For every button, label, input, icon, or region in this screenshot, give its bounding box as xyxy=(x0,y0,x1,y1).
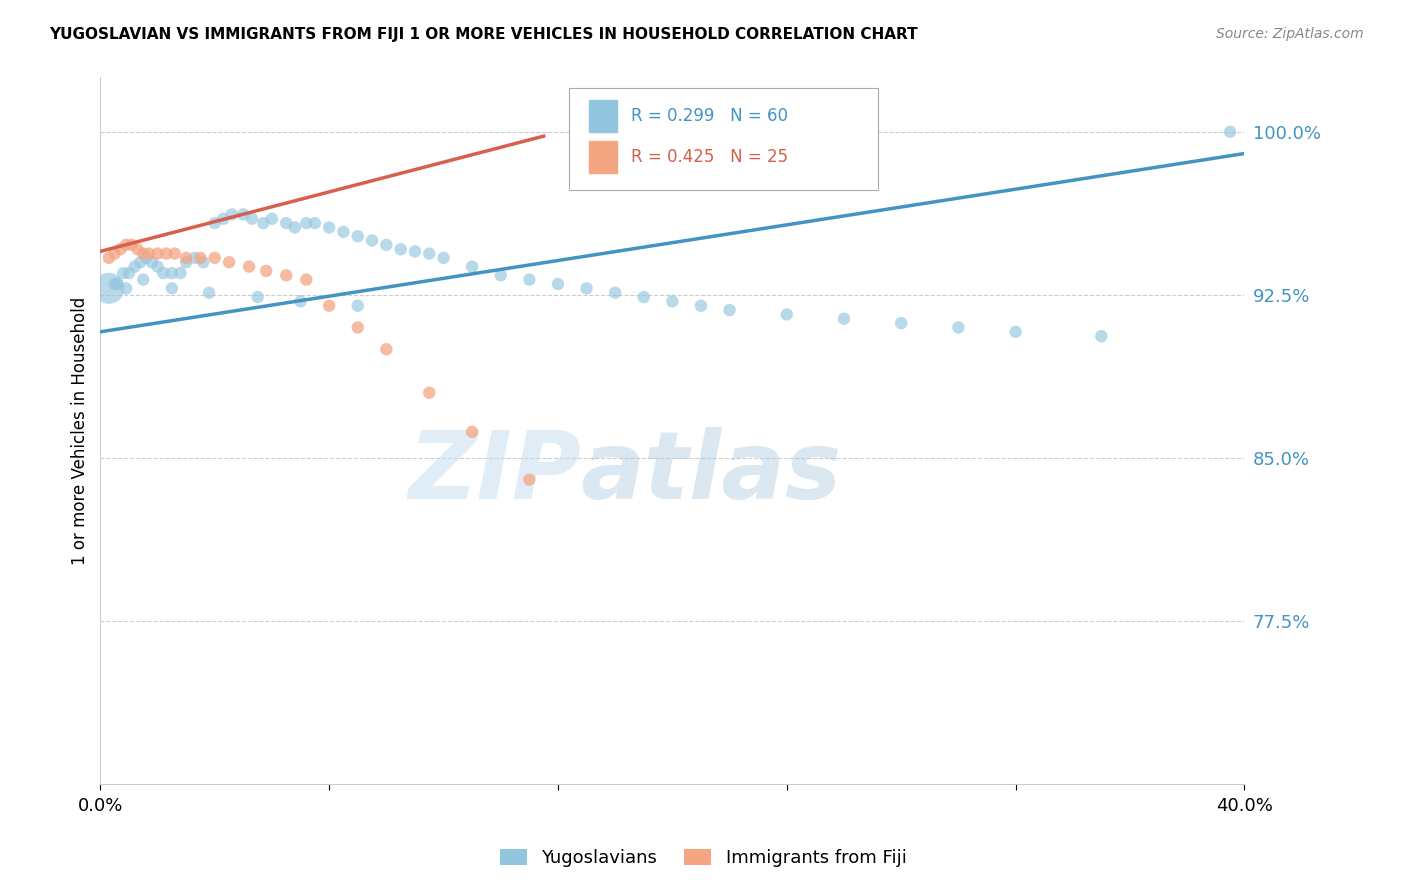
Point xyxy=(132,246,155,260)
Point xyxy=(174,255,197,269)
Point xyxy=(346,299,368,313)
Point xyxy=(174,251,197,265)
Point xyxy=(104,277,127,291)
Point xyxy=(304,216,326,230)
Point xyxy=(184,251,207,265)
Text: YUGOSLAVIAN VS IMMIGRANTS FROM FIJI 1 OR MORE VEHICLES IN HOUSEHOLD CORRELATION : YUGOSLAVIAN VS IMMIGRANTS FROM FIJI 1 OR… xyxy=(49,27,918,42)
Point xyxy=(517,273,540,287)
Point xyxy=(204,216,226,230)
Point xyxy=(295,273,318,287)
Point xyxy=(375,342,398,356)
Point xyxy=(290,294,312,309)
Point xyxy=(218,255,240,269)
Point xyxy=(152,266,174,280)
Bar xyxy=(589,100,617,132)
Point xyxy=(190,251,212,265)
Point xyxy=(115,281,138,295)
Point xyxy=(127,242,149,256)
Point xyxy=(124,260,146,274)
Point xyxy=(718,303,741,318)
Point xyxy=(112,266,135,280)
Point xyxy=(661,294,683,309)
Point xyxy=(690,299,713,313)
Text: ZIP: ZIP xyxy=(408,427,581,519)
Y-axis label: 1 or more Vehicles in Household: 1 or more Vehicles in Household xyxy=(72,297,89,565)
Point xyxy=(575,281,598,295)
Point xyxy=(146,246,169,260)
Point xyxy=(346,229,368,244)
Point xyxy=(129,255,152,269)
Point xyxy=(361,234,384,248)
Point xyxy=(193,255,215,269)
Point xyxy=(346,320,368,334)
Point xyxy=(1004,325,1026,339)
Point xyxy=(260,211,283,226)
Point xyxy=(776,307,799,321)
Point xyxy=(547,277,569,291)
Point xyxy=(97,251,120,265)
Text: Source: ZipAtlas.com: Source: ZipAtlas.com xyxy=(1216,27,1364,41)
FancyBboxPatch shape xyxy=(569,88,879,191)
Point xyxy=(418,385,440,400)
Point xyxy=(461,425,484,439)
Point xyxy=(204,251,226,265)
Point xyxy=(135,251,157,265)
Point xyxy=(832,311,855,326)
Point xyxy=(155,246,177,260)
Point xyxy=(276,216,298,230)
Point xyxy=(948,320,970,334)
Point xyxy=(107,277,129,291)
Point xyxy=(232,207,254,221)
Point xyxy=(461,260,484,274)
Point xyxy=(118,266,141,280)
Point xyxy=(160,266,183,280)
Point xyxy=(240,211,263,226)
Point xyxy=(238,260,260,274)
Point xyxy=(132,273,155,287)
Point xyxy=(890,316,912,330)
Point xyxy=(110,242,132,256)
Point xyxy=(252,216,274,230)
Point xyxy=(418,246,440,260)
Legend: Yugoslavians, Immigrants from Fiji: Yugoslavians, Immigrants from Fiji xyxy=(492,841,914,874)
Point xyxy=(284,220,307,235)
Point xyxy=(138,246,160,260)
Point xyxy=(121,238,143,252)
Point xyxy=(246,290,269,304)
Point xyxy=(318,299,340,313)
Point xyxy=(404,244,426,259)
Point xyxy=(160,281,183,295)
Point xyxy=(212,211,235,226)
Point xyxy=(1219,125,1241,139)
Point xyxy=(198,285,221,300)
Text: R = 0.425   N = 25: R = 0.425 N = 25 xyxy=(631,148,789,166)
Text: R = 0.299   N = 60: R = 0.299 N = 60 xyxy=(631,107,789,125)
Point xyxy=(633,290,655,304)
Point xyxy=(146,260,169,274)
Point xyxy=(163,246,186,260)
Point xyxy=(605,285,627,300)
Text: atlas: atlas xyxy=(581,427,842,519)
Point xyxy=(1090,329,1112,343)
Point xyxy=(517,473,540,487)
Point xyxy=(276,268,298,283)
Point xyxy=(318,220,340,235)
Point xyxy=(141,255,163,269)
Point xyxy=(104,246,127,260)
Point xyxy=(389,242,412,256)
Bar xyxy=(589,141,617,173)
Point xyxy=(115,238,138,252)
Point xyxy=(254,264,277,278)
Point xyxy=(332,225,354,239)
Point xyxy=(221,207,243,221)
Point xyxy=(489,268,512,283)
Point xyxy=(169,266,191,280)
Point xyxy=(375,238,398,252)
Point xyxy=(432,251,454,265)
Point xyxy=(97,281,120,295)
Point xyxy=(295,216,318,230)
